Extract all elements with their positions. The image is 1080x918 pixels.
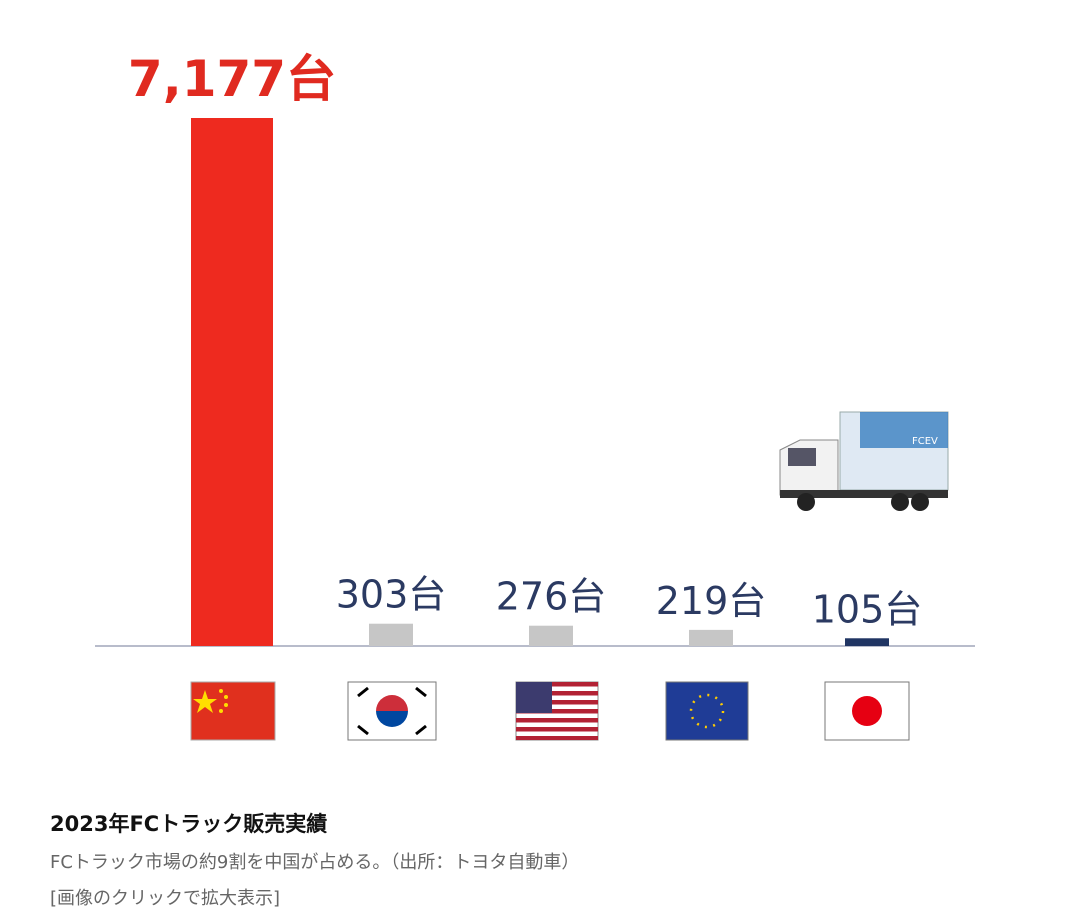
bar xyxy=(191,118,273,646)
value-label: 303台 xyxy=(336,573,447,617)
flag-usa xyxy=(515,681,599,741)
flag-eu xyxy=(665,681,749,741)
enlarge-link[interactable]: [画像のクリックで拡大表示] xyxy=(50,888,281,909)
chart: FCEV 7,177台 303台 276台 219台 105台 xyxy=(95,50,975,741)
bar xyxy=(529,625,573,646)
flag-korea xyxy=(347,681,437,741)
value-label: 105台 xyxy=(812,587,923,631)
caption-text: FCトラック市場の約9割を中国が占める。（出所：トヨタ自動車） xyxy=(50,852,580,873)
flag-japan xyxy=(824,681,910,741)
svg-text:FCEV: FCEV xyxy=(912,436,938,447)
caption-title: 2023年FCトラック販売実績 xyxy=(50,812,328,836)
bar xyxy=(845,638,889,646)
value-label: 276台 xyxy=(496,575,607,619)
value-label: 219台 xyxy=(656,579,767,623)
truck-illustration: FCEV xyxy=(779,411,949,511)
bar xyxy=(689,629,733,646)
bar xyxy=(369,623,413,646)
value-label: 7,177台 xyxy=(128,50,336,108)
flag-china xyxy=(190,681,276,741)
